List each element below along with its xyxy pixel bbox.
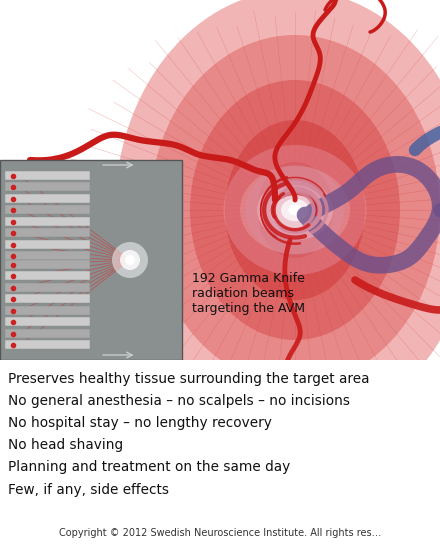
Ellipse shape bbox=[225, 120, 365, 300]
FancyBboxPatch shape bbox=[5, 283, 90, 292]
Text: Planning and treatment on the same day: Planning and treatment on the same day bbox=[8, 460, 290, 475]
Ellipse shape bbox=[270, 190, 320, 230]
FancyBboxPatch shape bbox=[5, 294, 90, 303]
Circle shape bbox=[120, 250, 140, 270]
Text: No general anesthesia – no scalpels – no incisions: No general anesthesia – no scalpels – no… bbox=[8, 394, 350, 408]
Circle shape bbox=[125, 255, 135, 265]
Text: Copyright © 2012 Swedish Neuroscience Institute. All rights res…: Copyright © 2012 Swedish Neuroscience In… bbox=[59, 527, 381, 537]
Circle shape bbox=[112, 242, 148, 278]
FancyBboxPatch shape bbox=[5, 272, 90, 280]
Text: 192 Gamma Knife
radiation beams
targeting the AVM: 192 Gamma Knife radiation beams targetin… bbox=[192, 272, 305, 315]
FancyBboxPatch shape bbox=[5, 228, 90, 237]
Ellipse shape bbox=[224, 145, 367, 275]
FancyBboxPatch shape bbox=[5, 260, 90, 269]
Ellipse shape bbox=[288, 205, 302, 216]
FancyBboxPatch shape bbox=[5, 240, 90, 249]
FancyBboxPatch shape bbox=[5, 251, 90, 260]
Ellipse shape bbox=[281, 199, 309, 221]
Text: Preserves healthy tissue surrounding the target area: Preserves healthy tissue surrounding the… bbox=[8, 372, 370, 386]
FancyBboxPatch shape bbox=[5, 217, 90, 226]
FancyBboxPatch shape bbox=[5, 171, 90, 180]
Ellipse shape bbox=[262, 180, 328, 240]
Ellipse shape bbox=[115, 0, 440, 430]
FancyBboxPatch shape bbox=[5, 194, 90, 203]
FancyBboxPatch shape bbox=[5, 306, 90, 315]
Ellipse shape bbox=[257, 162, 333, 258]
Text: No hospital stay – no lengthy recovery: No hospital stay – no lengthy recovery bbox=[8, 416, 272, 430]
Ellipse shape bbox=[246, 165, 345, 255]
Text: No head shaving: No head shaving bbox=[8, 438, 123, 452]
FancyBboxPatch shape bbox=[5, 328, 90, 338]
FancyBboxPatch shape bbox=[5, 340, 90, 349]
FancyBboxPatch shape bbox=[5, 183, 90, 191]
Text: Few, if any, side effects: Few, if any, side effects bbox=[8, 482, 169, 497]
Ellipse shape bbox=[257, 180, 333, 240]
FancyBboxPatch shape bbox=[5, 317, 90, 326]
Ellipse shape bbox=[150, 35, 440, 385]
FancyBboxPatch shape bbox=[0, 160, 182, 360]
Ellipse shape bbox=[240, 166, 350, 254]
FancyBboxPatch shape bbox=[5, 205, 90, 214]
Ellipse shape bbox=[190, 80, 400, 340]
